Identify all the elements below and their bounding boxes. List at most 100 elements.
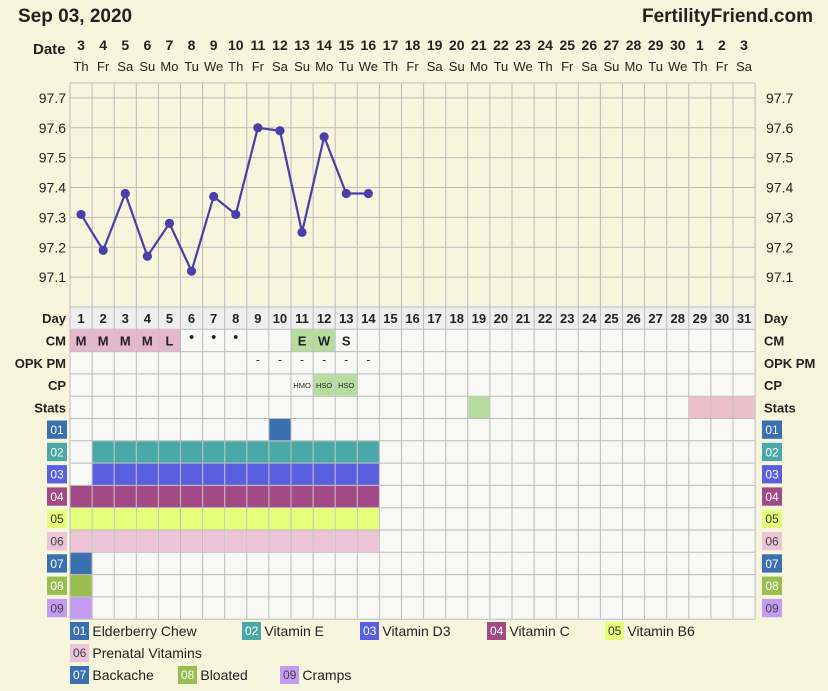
- temperature-point[interactable]: [363, 188, 373, 199]
- temperature-point[interactable]: [142, 251, 152, 261]
- cycle-day-label: 17: [427, 311, 441, 326]
- symptom-cell: [357, 530, 379, 552]
- date-tick-label: 9: [210, 37, 218, 53]
- cycle-day-label: 28: [671, 311, 685, 326]
- temperature-point[interactable]: [275, 126, 285, 136]
- symptom-cell: [70, 508, 92, 530]
- cycle-day-label: 6: [188, 311, 195, 326]
- cp-cell: [335, 374, 357, 396]
- temperature-series: [76, 123, 373, 276]
- weekday-label: Tu: [494, 59, 509, 74]
- temperature-point[interactable]: [76, 209, 86, 220]
- symptom-cell: [158, 485, 180, 508]
- symptom-cell: [291, 463, 313, 485]
- y-tick-label: 97.6: [39, 120, 66, 136]
- temperature-point[interactable]: [186, 266, 197, 276]
- cycle-day-label: 4: [144, 311, 152, 326]
- symptom-cell: [181, 530, 203, 552]
- weekday-label: Su: [603, 59, 619, 74]
- symptom-cell: [136, 530, 158, 552]
- row-label: Stats: [34, 400, 66, 415]
- symptom-cell: [269, 441, 291, 463]
- symptom-cell: [158, 530, 180, 552]
- date-tick-label: 22: [493, 37, 509, 53]
- cm-value: M: [120, 333, 131, 348]
- stats-cell: [733, 396, 755, 418]
- symptom-cell: [269, 508, 291, 530]
- date-tick-label: 3: [740, 37, 748, 53]
- date-tick-label: 24: [537, 37, 553, 53]
- symptom-cell: [291, 441, 313, 463]
- symptom-cell: [313, 508, 335, 530]
- legend-label-01: Elderberry Chew: [92, 623, 197, 639]
- cycle-day-label: 23: [560, 311, 574, 326]
- cycle-day-label: 13: [339, 311, 353, 326]
- symptom-cell: [335, 463, 357, 485]
- opk-value: -: [278, 353, 282, 367]
- weekday-label: Th: [73, 59, 88, 74]
- weekday-label: Fr: [406, 59, 419, 74]
- cm-cell: [70, 329, 92, 352]
- symptom-cell: [70, 530, 92, 552]
- temperature-line: [80, 126, 369, 275]
- symptom-code-right-box: [762, 554, 782, 573]
- symptom-cell: [181, 441, 203, 463]
- legend-label-03: Vitamin D3: [382, 623, 451, 639]
- weekday-label: Su: [449, 59, 465, 74]
- legend-code-09: 09: [280, 666, 300, 684]
- cm-cell: [158, 329, 180, 352]
- weekday-label: Th: [383, 59, 398, 74]
- legend-item-04: 04 Vitamin C: [487, 621, 570, 641]
- temperature-point[interactable]: [209, 191, 219, 202]
- symptom-code-left-box: [47, 465, 67, 484]
- temperature-point[interactable]: [297, 227, 307, 237]
- temperature-point[interactable]: [164, 218, 175, 228]
- temperature-point[interactable]: [341, 188, 351, 199]
- symptom-cell: [247, 485, 269, 508]
- cycle-day-label: 10: [273, 311, 287, 326]
- cm-value: L: [165, 333, 173, 348]
- symptom-cell: [357, 463, 379, 485]
- cycle-day-label: 15: [383, 311, 397, 326]
- symptom-cell: [291, 485, 313, 508]
- date-tick-label: 17: [383, 37, 399, 53]
- date-tick-label: 13: [294, 37, 310, 53]
- legend-code-03: 03: [360, 622, 380, 640]
- symptom-code-right-box: [762, 576, 782, 595]
- symptom-code-right: 06: [765, 535, 779, 549]
- symptom-cell: [313, 530, 335, 552]
- date-tick-label: 16: [361, 37, 377, 53]
- symptom-cell: [335, 508, 357, 530]
- y-tick-label-right: 97.2: [766, 239, 793, 255]
- legend-code-04: 04: [487, 622, 507, 640]
- cm-value: •: [233, 328, 238, 344]
- cycle-day-label: 30: [715, 311, 729, 326]
- symptom-cell: [92, 485, 114, 508]
- site-name[interactable]: FertilityFriend.com: [642, 6, 813, 27]
- symptom-cell: [203, 508, 225, 530]
- cm-value: M: [98, 333, 109, 348]
- cm-value: W: [318, 333, 331, 348]
- symptom-cell: [203, 463, 225, 485]
- symptom-code-right: 05: [765, 512, 779, 526]
- symptom-cell: [247, 441, 269, 463]
- y-tick-label-right: 97.7: [766, 90, 793, 106]
- symptom-cell: [203, 441, 225, 463]
- chart-axes: 3 4 5 6 7 8 9 10 11 12 13 14 15 16 17 18 19 20 21 22 23 24 25 2…: [15, 37, 816, 415]
- legend-label-05: Vitamin B6: [627, 623, 695, 639]
- y-tick-label-right: 97.4: [766, 180, 793, 196]
- opk-value: -: [256, 353, 260, 367]
- y-tick-label: 97.5: [39, 150, 66, 166]
- date-tick-label: 18: [405, 37, 421, 53]
- temperature-point[interactable]: [231, 209, 241, 220]
- temperature-point[interactable]: [319, 132, 329, 142]
- date-tick-label: 20: [449, 37, 465, 53]
- temperature-point[interactable]: [120, 188, 130, 199]
- date-tick-label: 25: [559, 37, 575, 53]
- temperature-point[interactable]: [98, 245, 108, 255]
- temperature-point[interactable]: [253, 123, 263, 133]
- date-tick-label: 27: [604, 37, 620, 53]
- weekday-label: Mo: [625, 59, 643, 74]
- y-tick-label: 97.2: [39, 239, 66, 255]
